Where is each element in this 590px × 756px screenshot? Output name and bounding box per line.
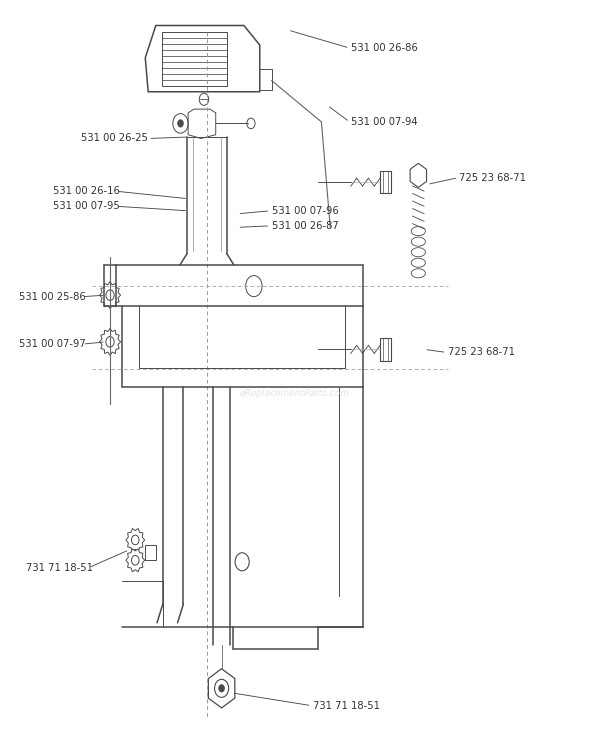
Polygon shape [100,328,120,355]
Text: 725 23 68-71: 725 23 68-71 [448,348,514,358]
Text: 531 00 07-97: 531 00 07-97 [19,339,86,349]
Polygon shape [208,669,235,708]
Text: 731 71 18-51: 731 71 18-51 [26,562,93,573]
Circle shape [106,336,114,347]
Bar [380,171,391,194]
Text: 531 00 26-16: 531 00 26-16 [53,186,120,197]
Text: 531 00 26-25: 531 00 26-25 [81,134,148,144]
Text: 531 00 07-95: 531 00 07-95 [53,201,120,211]
Text: 531 00 25-86: 531 00 25-86 [19,292,86,302]
Circle shape [132,535,139,545]
Polygon shape [100,281,120,308]
Circle shape [219,685,225,692]
Text: 725 23 68-71: 725 23 68-71 [460,172,526,183]
Text: eReplacementParts.com: eReplacementParts.com [240,389,350,398]
Text: 531 00 07-94: 531 00 07-94 [351,117,417,127]
Circle shape [215,680,229,697]
Bar [145,545,156,560]
Polygon shape [126,549,145,572]
Text: 531 00 26-87: 531 00 26-87 [271,221,338,231]
Circle shape [173,113,188,133]
Polygon shape [410,163,427,187]
Circle shape [245,275,262,296]
Text: 731 71 18-51: 731 71 18-51 [313,701,379,711]
Circle shape [247,118,255,129]
Text: 531 00 26-86: 531 00 26-86 [351,43,418,53]
Circle shape [199,93,209,105]
Text: 531 00 07-96: 531 00 07-96 [271,206,338,215]
Circle shape [132,556,139,565]
Polygon shape [126,528,145,551]
Circle shape [178,119,183,127]
Bar [162,32,228,85]
Circle shape [235,553,249,571]
Circle shape [106,290,114,300]
Bar [380,338,391,361]
